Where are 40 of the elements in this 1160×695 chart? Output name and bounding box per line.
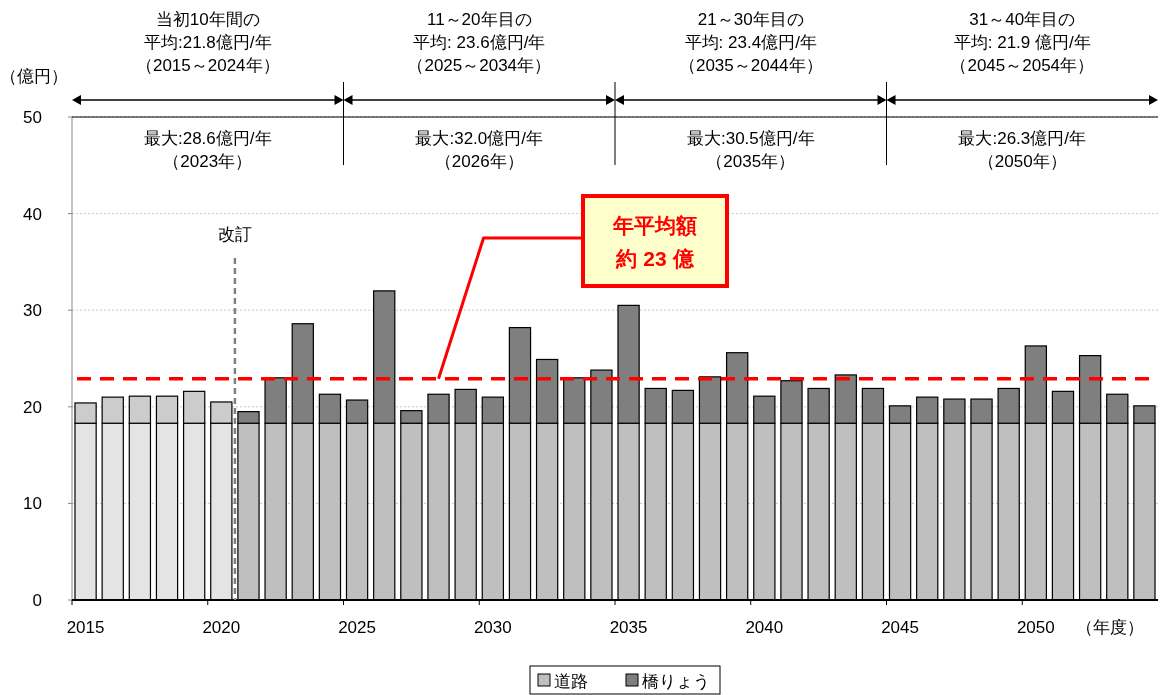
y-tick-label: 30: [23, 301, 42, 321]
text: 11～20年目の: [426, 10, 532, 29]
x-tick-label: 2040: [745, 618, 784, 637]
y-tick-label: 50: [23, 108, 42, 127]
ref-line-label: 改訂: [217, 225, 252, 244]
annotation: 最大:28.6億円/年: [143, 129, 272, 148]
text: 平均: 23.6億円/年: [413, 33, 546, 52]
text: 21～30年目の: [697, 10, 804, 29]
x-tick-label: 2035: [609, 618, 648, 637]
annotation: 最大:32.0億円/年: [415, 129, 544, 148]
x-tick-label: 2030: [473, 618, 512, 637]
x-axis-title: （年度）: [1076, 618, 1144, 637]
y-tick-label: 40: [23, 204, 42, 224]
y-axis-title: （億円）: [0, 67, 68, 86]
text: 平均:21.8億円/年: [143, 33, 272, 52]
x-tick-label: 2050: [1016, 618, 1055, 637]
annotation: （2035年）: [706, 152, 796, 171]
legend-label: 橋りょう: [642, 672, 710, 691]
text: 平均: 23.4億円/年: [684, 33, 817, 52]
text: 平均: 21.9 億円/年: [953, 33, 1091, 52]
annotation: 最大:26.3億円/年: [958, 129, 1087, 148]
y-tick-label: 10: [23, 494, 42, 514]
annotation: 最大:30.5億円/年: [686, 129, 815, 148]
x-tick-label: 2045: [881, 618, 919, 637]
text: （2025～2034年）: [407, 56, 552, 75]
x-tick-label: 2025: [338, 618, 376, 637]
x-tick-label: 2020: [202, 618, 241, 637]
x-tick-label: 2015: [66, 618, 105, 637]
annotation: （2026年）: [434, 152, 524, 171]
y-tick-label: 0: [32, 591, 42, 610]
text: （2045～2054年）: [950, 56, 1095, 75]
ref-line-label: 年平均額約 23 億: [612, 214, 697, 270]
annotation: （2050年）: [977, 152, 1067, 171]
y-tick-label: 20: [23, 397, 42, 417]
text: （2015～2024年）: [135, 56, 280, 75]
text: （2035～2044年）: [678, 56, 823, 75]
legend-label: 道路: [554, 672, 588, 691]
text: 31～40年目の: [969, 10, 1076, 29]
text: 当初10年間の: [155, 10, 260, 29]
annotation: （2023年）: [163, 152, 253, 171]
